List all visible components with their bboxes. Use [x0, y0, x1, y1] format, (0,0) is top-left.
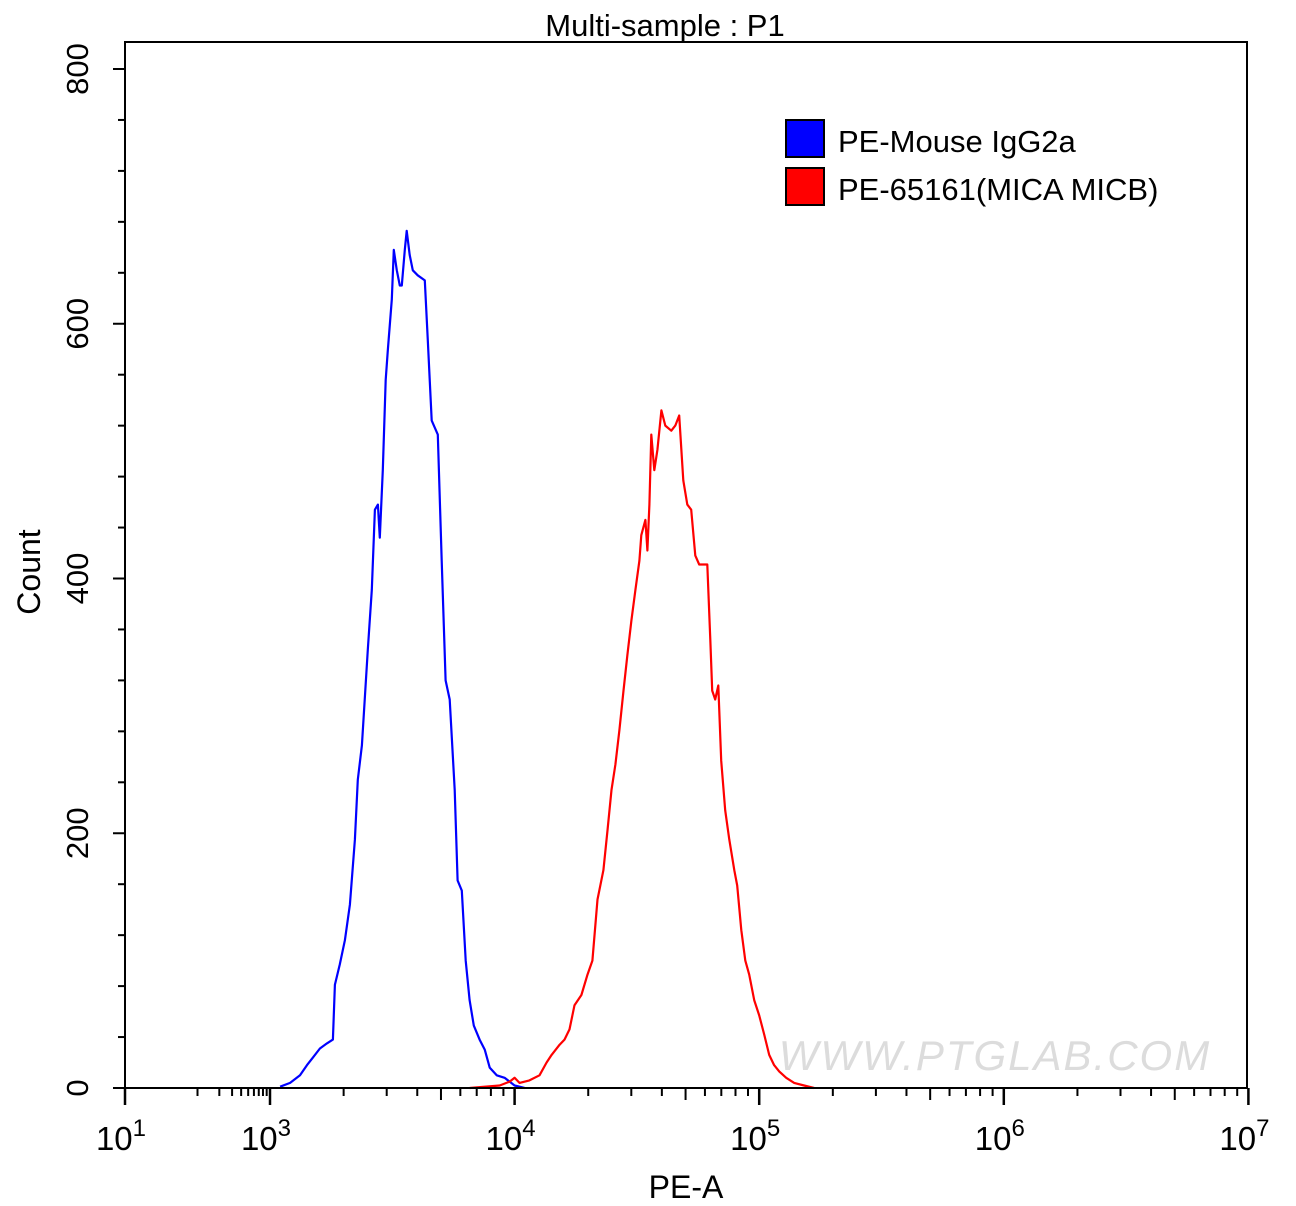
series-line-1 [469, 409, 815, 1090]
x-tick-label: 101 [96, 1115, 146, 1157]
y-tick-label: 200 [60, 807, 95, 859]
x-tick-label: 105 [730, 1115, 780, 1157]
x-tick-exponent: 5 [767, 1115, 780, 1142]
y-tick-label: 600 [60, 298, 95, 350]
legend: PE-Mouse IgG2a PE-65161(MICA MICB) [785, 119, 1158, 207]
x-tick-exponent: 7 [1256, 1115, 1269, 1142]
x-tick-base: 10 [486, 1120, 523, 1157]
series-line-0 [279, 229, 525, 1090]
y-tick-label: 0 [60, 1079, 95, 1096]
legend-label-isotype: PE-Mouse IgG2a [838, 124, 1077, 159]
legend-label-mica-micb: PE-65161(MICA MICB) [838, 172, 1158, 207]
series-layer [279, 229, 815, 1090]
legend-swatch-mica-micb [785, 167, 825, 206]
y-axis-label: Count [11, 529, 47, 615]
x-tick-base: 10 [96, 1120, 133, 1157]
x-tick-exponent: 1 [133, 1115, 146, 1142]
x-tick-exponent: 6 [1011, 1115, 1024, 1142]
x-tick-base: 10 [1219, 1120, 1256, 1157]
watermark: WWW.PTGLAB.COM [779, 1032, 1211, 1079]
x-axis-label: PE-A [649, 1169, 724, 1205]
x-tick-base: 10 [241, 1120, 278, 1157]
x-tick-label: 107 [1219, 1115, 1269, 1157]
chart-title: Multi-sample : P1 [545, 8, 784, 43]
x-tick-label: 103 [241, 1115, 291, 1157]
x-tick-label: 106 [975, 1115, 1025, 1157]
legend-swatch-isotype [785, 119, 825, 158]
x-tick-exponent: 3 [278, 1115, 291, 1142]
x-tick-label: 104 [486, 1115, 536, 1157]
x-tick-base: 10 [730, 1120, 767, 1157]
y-tick-label: 800 [60, 43, 95, 95]
y-tick-label: 400 [60, 553, 95, 605]
x-tick-base: 10 [975, 1120, 1012, 1157]
x-tick-exponent: 4 [522, 1115, 535, 1142]
